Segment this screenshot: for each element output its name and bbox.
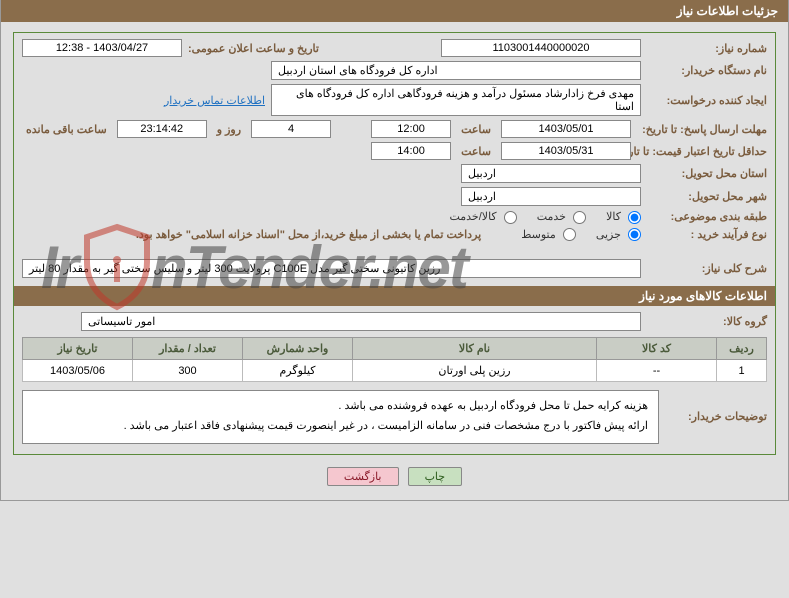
value-overall-desc: رزین کاتیونی سختی گیر مدل C100E پرولایت … [22, 259, 641, 278]
label-overall-desc: شرح کلی نیاز: [647, 262, 767, 275]
table-row: 1--رزین پلی اورتانکیلوگرم3001403/05/06 [23, 360, 767, 382]
label-reply-deadline: مهلت ارسال پاسخ: تا تاریخ: [637, 123, 767, 136]
value-reply-date: 1403/05/01 [501, 120, 631, 138]
th-qty: تعداد / مقدار [133, 338, 243, 360]
th-row: ردیف [717, 338, 767, 360]
label-day-and: روز و [213, 123, 245, 136]
value-buyer-org: اداره کل فرودگاه های استان اردبیل [271, 61, 641, 80]
value-requester: مهدی فرخ زادارشاد مسئول درآمد و هزینه فر… [271, 84, 641, 116]
row-price-valid: حداقل تاریخ اعتبار قیمت: تا تاریخ: 1403/… [22, 142, 767, 160]
items-table: ردیف کد کالا نام کالا واحد شمارش تعداد /… [22, 337, 767, 382]
buyer-notes-box: توضیحات خریدار: هزینه کرایه حمل تا محل ف… [22, 390, 767, 444]
radio-goods-text: کالا [606, 211, 621, 223]
radio-both-label[interactable]: کالا/خدمت [449, 210, 516, 224]
print-button[interactable]: چاپ [408, 467, 463, 486]
value-delivery-prov: اردبیل [461, 164, 641, 183]
th-code: کد کالا [597, 338, 717, 360]
row-buyer-org: نام دستگاه خریدار: اداره کل فرودگاه های … [22, 61, 767, 80]
radio-both[interactable] [504, 211, 517, 224]
label-delivery-prov: استان محل تحویل: [647, 167, 767, 180]
radio-goods[interactable] [628, 211, 641, 224]
buyer-contact-link[interactable]: اطلاعات تماس خریدار [164, 94, 265, 107]
buyer-note-line: ارائه پیش فاکتور با درج مشخصات فنی در سا… [33, 417, 648, 437]
label-delivery-city: شهر محل تحویل: [647, 190, 767, 203]
label-hour-2: ساعت [457, 145, 495, 158]
radio-both-text: کالا/خدمت [449, 211, 496, 223]
purchase-note: پرداخت تمام یا بخشی از مبلغ خرید،از محل … [22, 228, 501, 241]
value-reply-time: 12:00 [371, 120, 451, 138]
button-row: چاپ بازگشت [11, 461, 778, 496]
label-remaining: ساعت باقی مانده [22, 123, 111, 136]
row-requester: ایجاد کننده درخواست: مهدی فرخ زادارشاد م… [22, 84, 767, 116]
label-price-valid: حداقل تاریخ اعتبار قیمت: تا تاریخ: [637, 145, 767, 158]
th-date: تاریخ نیاز [23, 338, 133, 360]
radio-medium-text: متوسط [521, 229, 556, 241]
buyer-notes-text: هزینه کرایه حمل تا محل فرودگاه اردبیل به… [22, 390, 659, 444]
value-price-time: 14:00 [371, 142, 451, 160]
label-buyer-org: نام دستگاه خریدار: [647, 64, 767, 77]
radio-medium[interactable] [563, 228, 576, 241]
value-need-no: 1103001440000020 [441, 39, 641, 57]
row-goods-group: گروه کالا: امور تاسیساتی [22, 312, 767, 331]
label-hour-1: ساعت [457, 123, 495, 136]
section-items-header: اطلاعات کالاهای مورد نیاز [14, 286, 775, 306]
value-delivery-city: اردبیل [461, 187, 641, 206]
window: جزئیات اطلاعات نیاز Ir nTender.net شماره… [0, 0, 789, 501]
buyer-note-line: هزینه کرایه حمل تا محل فرودگاه اردبیل به… [33, 397, 648, 417]
row-purchase-type: نوع فرآیند خرید : جزیی متوسط پرداخت تمام… [22, 228, 767, 242]
value-remaining-days: 4 [251, 120, 331, 138]
row-need-no: شماره نیاز: 1103001440000020 تاریخ و ساع… [22, 39, 767, 57]
label-subject-class: طبقه بندی موضوعی: [647, 210, 767, 223]
th-name: نام کالا [353, 338, 597, 360]
main-panel: شماره نیاز: 1103001440000020 تاریخ و ساع… [13, 32, 776, 455]
label-buyer-notes: توضیحات خریدار: [667, 390, 767, 444]
title-bar: جزئیات اطلاعات نیاز [1, 0, 788, 22]
value-goods-group: امور تاسیساتی [81, 312, 641, 331]
row-reply-deadline: مهلت ارسال پاسخ: تا تاریخ: 1403/05/01 سا… [22, 120, 767, 138]
content-area: Ir nTender.net شماره نیاز: 1103001440000… [1, 22, 788, 500]
row-subject-class: طبقه بندی موضوعی: کالا خدمت کالا/خدمت [22, 210, 767, 224]
radio-partial-text: جزیی [596, 229, 621, 241]
label-purchase-type: نوع فرآیند خرید : [647, 228, 767, 241]
row-delivery-city: شهر محل تحویل: اردبیل [22, 187, 767, 206]
back-button[interactable]: بازگشت [327, 467, 399, 486]
cell-code: -- [597, 360, 717, 382]
radio-partial[interactable] [628, 228, 641, 241]
radio-goods-label[interactable]: کالا [606, 210, 641, 224]
th-unit: واحد شمارش [243, 338, 353, 360]
value-price-date: 1403/05/31 [501, 142, 631, 160]
radio-service-label[interactable]: خدمت [537, 210, 586, 224]
cell-name: رزین پلی اورتان [353, 360, 597, 382]
label-goods-group: گروه کالا: [647, 315, 767, 328]
cell-row: 1 [717, 360, 767, 382]
cell-qty: 300 [133, 360, 243, 382]
value-remaining-clock: 23:14:42 [117, 120, 207, 138]
row-overall-desc: شرح کلی نیاز: رزین کاتیونی سختی گیر مدل … [22, 259, 767, 278]
value-announce-dt: 1403/04/27 - 12:38 [22, 39, 182, 57]
row-delivery-prov: استان محل تحویل: اردبیل [22, 164, 767, 183]
radio-partial-label[interactable]: جزیی [596, 228, 641, 242]
radio-service-text: خدمت [537, 211, 566, 223]
label-announce-dt: تاریخ و ساعت اعلان عمومی: [188, 42, 319, 55]
cell-unit: کیلوگرم [243, 360, 353, 382]
radio-service[interactable] [573, 211, 586, 224]
label-requester: ایجاد کننده درخواست: [647, 94, 767, 107]
label-need-no: شماره نیاز: [647, 42, 767, 55]
cell-date: 1403/05/06 [23, 360, 133, 382]
radio-medium-label[interactable]: متوسط [521, 228, 576, 242]
